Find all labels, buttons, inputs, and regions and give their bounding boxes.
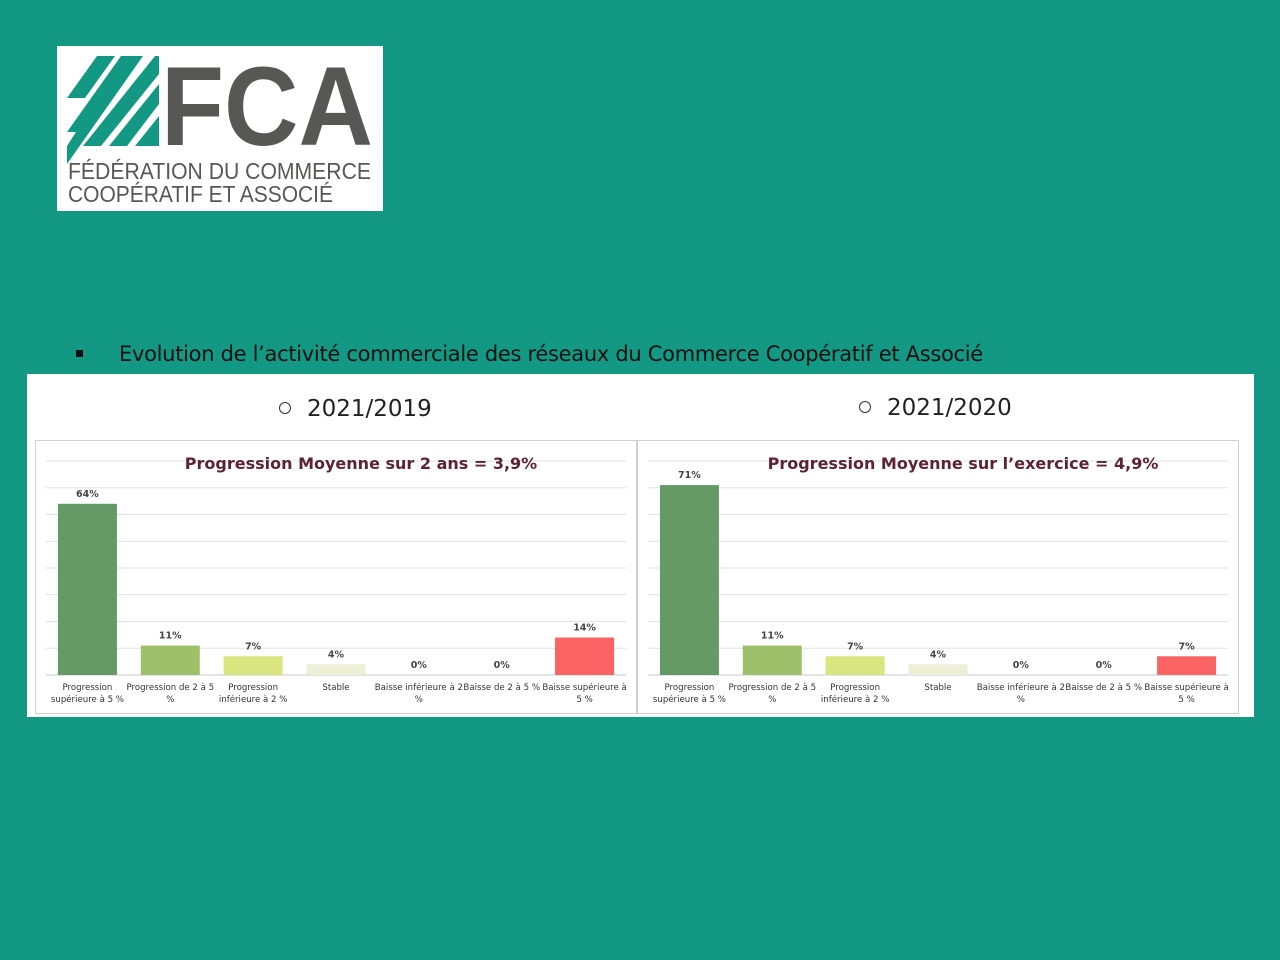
bar xyxy=(742,645,802,675)
bullet-heading: Evolution de l’activité commerciale des … xyxy=(76,342,983,366)
category-label: Baisse inférieure à 2 xyxy=(977,682,1065,693)
bar-chart-2021-2019: Progression Moyenne sur 2 ans = 3,9% 64% P… xyxy=(35,440,637,714)
category-label: Stable xyxy=(924,683,951,693)
data-label: 14% xyxy=(573,623,596,634)
bar xyxy=(140,645,200,675)
category-label: inférieure à 2 % xyxy=(219,694,288,705)
category-label: Progression xyxy=(228,683,278,693)
bullet-square-icon xyxy=(76,349,83,357)
circle-bullet-icon xyxy=(279,402,291,414)
period-title-2: 2021/2020 xyxy=(859,395,1012,421)
data-label: 0% xyxy=(494,660,511,671)
data-label: 4% xyxy=(328,649,345,660)
bar xyxy=(555,637,615,675)
period-label: 2021/2019 xyxy=(307,396,432,422)
category-label: % xyxy=(768,695,776,705)
bar xyxy=(306,664,366,675)
category-label: Baisse de 2 à 5 % xyxy=(1065,683,1142,693)
bar xyxy=(825,656,885,675)
logo-stripes xyxy=(67,56,159,164)
category-label: supérieure à 5 % xyxy=(653,694,726,705)
data-label: 7% xyxy=(1179,641,1196,652)
bar xyxy=(908,664,968,675)
logo-line1: FÉDÉRATION DU COMMERCE xyxy=(68,158,371,184)
period-title-1: 2021/2019 xyxy=(279,396,432,422)
category-label: Baisse inférieure à 2 xyxy=(375,682,463,693)
data-label: 4% xyxy=(930,649,947,660)
bar-chart-2021-2020: Progression Moyenne sur l’exercice = 4,9… xyxy=(637,440,1239,714)
category-label: Progression xyxy=(63,683,113,693)
bar xyxy=(1157,656,1217,675)
data-label: 7% xyxy=(847,641,864,652)
category-label: Baisse supérieure à xyxy=(1144,682,1228,693)
category-label: Progression xyxy=(830,683,880,693)
chart-svg: Progression Moyenne sur 2 ans = 3,9% 64% P… xyxy=(46,454,627,705)
data-label: 64% xyxy=(76,489,99,500)
chart-svg: Progression Moyenne sur l’exercice = 4,9… xyxy=(648,454,1229,705)
bar xyxy=(223,656,283,675)
period-label: 2021/2020 xyxy=(887,395,1012,421)
data-label: 11% xyxy=(159,631,182,642)
bullet-text: Evolution de l’activité commerciale des … xyxy=(119,342,983,366)
category-label: supérieure à 5 % xyxy=(51,694,124,705)
category-label: Baisse supérieure à xyxy=(542,682,626,693)
bar xyxy=(57,503,117,675)
data-label: 11% xyxy=(761,631,784,642)
category-label: % xyxy=(166,695,174,705)
category-label: inférieure à 2 % xyxy=(821,694,890,705)
data-label: 0% xyxy=(411,660,428,671)
logo-line2: COOPÉRATIF ET ASSOCIÉ xyxy=(68,181,333,207)
data-label: 7% xyxy=(245,641,262,652)
logo-acronym: FCA xyxy=(161,46,373,169)
category-label: Progression xyxy=(665,683,715,693)
fca-logo: FCA FÉDÉRATION DU COMMERCE COOPÉRATIF ET… xyxy=(57,46,383,211)
category-label: 5 % xyxy=(1178,695,1194,705)
bar xyxy=(659,485,719,675)
category-label: 5 % xyxy=(576,695,592,705)
category-label: Progression de 2 à 5 xyxy=(126,683,214,693)
data-label: 71% xyxy=(678,470,701,481)
category-label: Progression de 2 à 5 xyxy=(728,683,816,693)
category-label: Stable xyxy=(322,683,349,693)
category-label: % xyxy=(415,695,423,705)
circle-bullet-icon xyxy=(859,401,871,413)
category-label: % xyxy=(1017,695,1025,705)
fca-logo-graphic: FCA FÉDÉRATION DU COMMERCE COOPÉRATIF ET… xyxy=(67,46,373,207)
data-label: 0% xyxy=(1013,660,1030,671)
data-label: 0% xyxy=(1096,660,1113,671)
chart-title: Progression Moyenne sur l’exercice = 4,9… xyxy=(768,454,1159,473)
chart-title: Progression Moyenne sur 2 ans = 3,9% xyxy=(185,454,537,473)
charts-panel: 2021/2019 2021/2020 Progression Moyenne … xyxy=(27,374,1254,717)
category-label: Baisse de 2 à 5 % xyxy=(463,683,540,693)
